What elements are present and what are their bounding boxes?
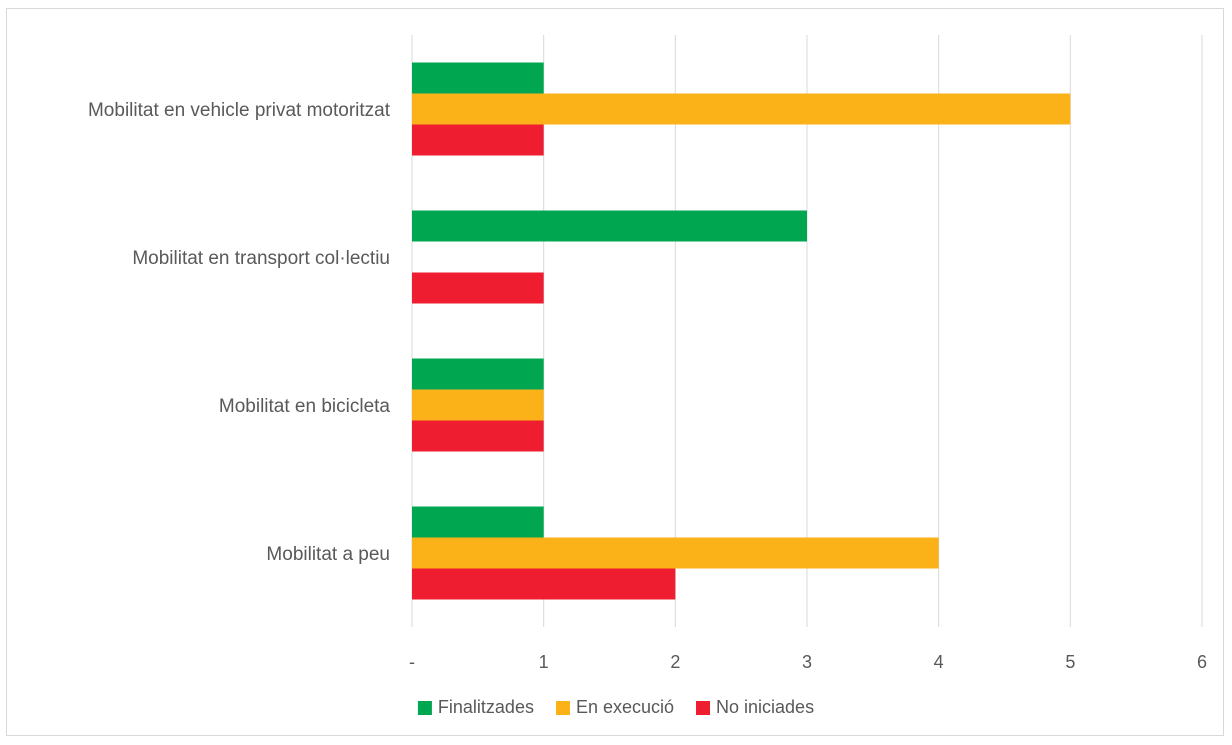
bar-no-iniciades-0 [412,124,544,156]
bar-no-iniciades-2 [412,420,544,452]
legend-swatch [696,701,711,715]
legend-swatch [555,701,570,715]
category-label: Mobilitat a peu [266,544,390,565]
x-tick-label: 6 [1197,652,1207,672]
legend-swatch [417,701,432,715]
bar-en-execuci--2 [412,389,544,421]
x-tick-label: - [409,652,415,672]
legend-label: No iniciades [716,697,814,717]
x-tick-label: 3 [802,652,812,672]
legend: Finalitzades En execució No iniciades [417,697,814,717]
category-label: Mobilitat en transport col·lectiu [132,248,390,269]
bar-finalitzades-2 [412,358,544,390]
bar-no-iniciades-1 [412,272,544,304]
x-tick-label: 4 [934,652,944,672]
legend-label: Finalitzades [438,697,534,717]
bar-no-iniciades-3 [412,568,676,600]
x-tick-label: 5 [1065,652,1075,672]
label-layer: - 1 2 3 4 5 6 Mobilitat en vehicle privat motor… [88,100,1207,672]
x-tick-label: 2 [670,652,680,672]
bar-en-execuci--3 [412,537,939,569]
category-label: Mobilitat en vehicle privat motoritzat [88,100,391,121]
legend-label: En execució [576,697,674,717]
category-label: Mobilitat en bicicleta [219,396,391,417]
bar-finalitzades-0 [412,62,544,94]
bar-layer [412,62,1071,600]
bar-finalitzades-3 [412,506,544,538]
bar-en-execuci--0 [412,93,1071,125]
x-tick-label: 1 [539,652,549,672]
bar-finalitzades-1 [412,210,807,242]
chart-frame [6,8,1224,736]
